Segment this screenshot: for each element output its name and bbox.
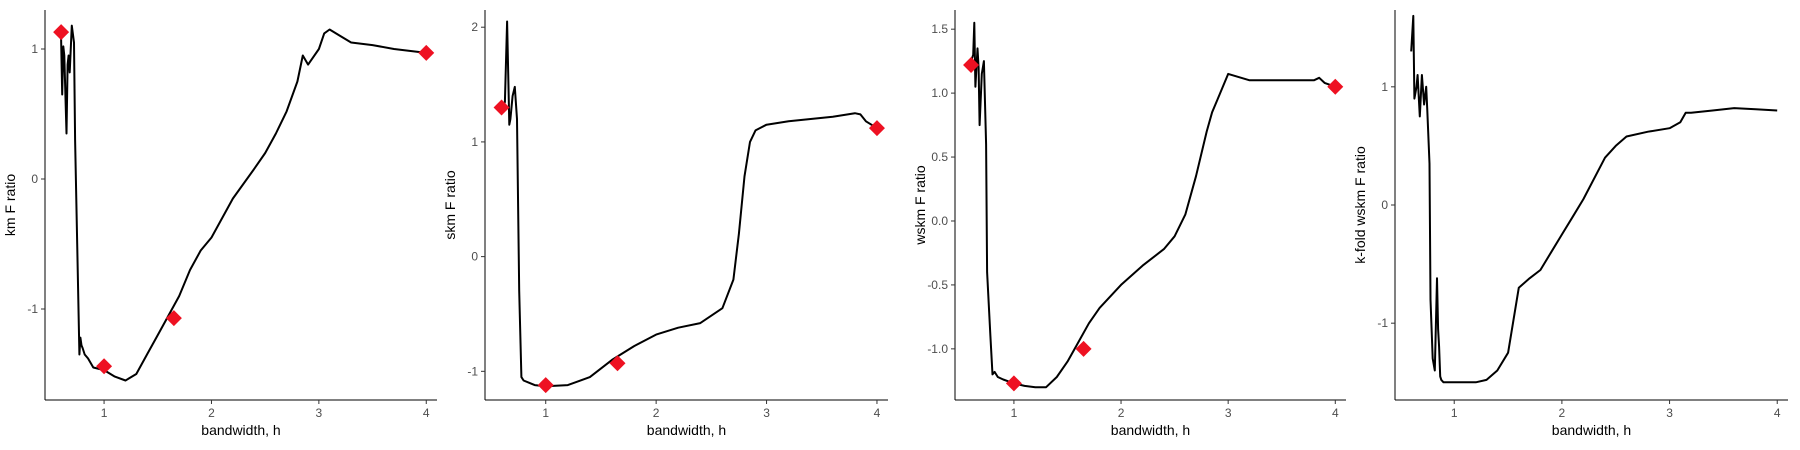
y-axis-title: skm F ratio: [442, 170, 458, 239]
data-marker-3: [1075, 340, 1092, 357]
series-line-1: [58, 24, 427, 382]
x-tick-label: 2: [1559, 406, 1566, 420]
y-tick-label: 0: [31, 172, 38, 186]
x-tick-label: 3: [1225, 406, 1232, 420]
x-axis-title: bandwidth, h: [201, 422, 280, 438]
y-tick-label: -0.5: [927, 278, 948, 292]
y-tick-label: 0: [1381, 198, 1388, 212]
x-tick-label: 4: [423, 406, 430, 420]
chart-panel-1: 1 2 3 4 -1 0 1 bandwidth, h km F ratio: [2, 10, 437, 438]
chart-panel-3: 1 2 3 4 -1.0 -0.5 0.0 0.5 1.0 1.5 bandwidth, h wskm…: [912, 10, 1346, 438]
data-marker-1: [963, 56, 980, 73]
data-marker-2: [96, 358, 113, 375]
data-marker-4: [1327, 78, 1344, 95]
x-tick-label: 3: [316, 406, 323, 420]
x-tick-label: 3: [1666, 406, 1673, 420]
y-axis-title: km F ratio: [2, 174, 18, 236]
x-tick-label: 2: [653, 406, 660, 420]
y-tick-label: -1: [467, 364, 478, 378]
x-tick-label: 3: [763, 406, 770, 420]
chart-panel-2: 1 2 3 4 -1 0 1 2 bandwidth, h skm F ratio: [442, 10, 888, 438]
y-tick-label: 1: [1381, 80, 1388, 94]
y-tick-label: 0.0: [931, 214, 948, 228]
data-marker-2: [537, 377, 554, 394]
data-marker-4: [418, 44, 435, 61]
x-axis-title: bandwidth, h: [1111, 422, 1190, 438]
x-tick-label: 4: [1332, 406, 1339, 420]
data-marker-3: [165, 310, 182, 327]
x-tick-label: 2: [208, 406, 215, 420]
data-marker-1: [493, 99, 510, 116]
chart-panel-4: 1 2 3 4 -1 0 1 bandwidth, h k-fold wskm F ratio: [1352, 10, 1788, 438]
y-tick-label: 0.5: [931, 150, 948, 164]
y-tick-label: 0: [471, 250, 478, 264]
y-tick-label: -1: [1377, 316, 1388, 330]
data-marker-1: [53, 24, 70, 41]
y-tick-label: 1: [31, 42, 38, 56]
x-tick-label: 1: [1011, 406, 1018, 420]
y-tick-label: -1.0: [927, 342, 948, 356]
x-axis-title: bandwidth, h: [647, 422, 726, 438]
series-line-1: [970, 21, 1336, 389]
x-tick-label: 4: [874, 406, 881, 420]
data-marker-4: [868, 120, 885, 137]
x-tick-label: 1: [101, 406, 108, 420]
y-axis-title: wskm F ratio: [912, 165, 928, 246]
data-marker-3: [609, 355, 626, 372]
y-tick-label: 1: [471, 135, 478, 149]
series-line-1: [1410, 14, 1778, 384]
x-axis-title: bandwidth, h: [1552, 422, 1631, 438]
y-tick-label: -1: [27, 302, 38, 316]
x-tick-label: 1: [1451, 406, 1458, 420]
y-tick-label: 1.5: [931, 22, 948, 36]
series-line-1: [500, 20, 878, 388]
data-marker-2: [1005, 375, 1022, 392]
x-tick-label: 1: [542, 406, 549, 420]
x-tick-label: 2: [1118, 406, 1125, 420]
y-tick-label: 1.0: [931, 86, 948, 100]
y-tick-label: 2: [471, 20, 478, 34]
x-tick-label: 4: [1774, 406, 1781, 420]
y-axis-title: k-fold wskm F ratio: [1352, 146, 1368, 264]
